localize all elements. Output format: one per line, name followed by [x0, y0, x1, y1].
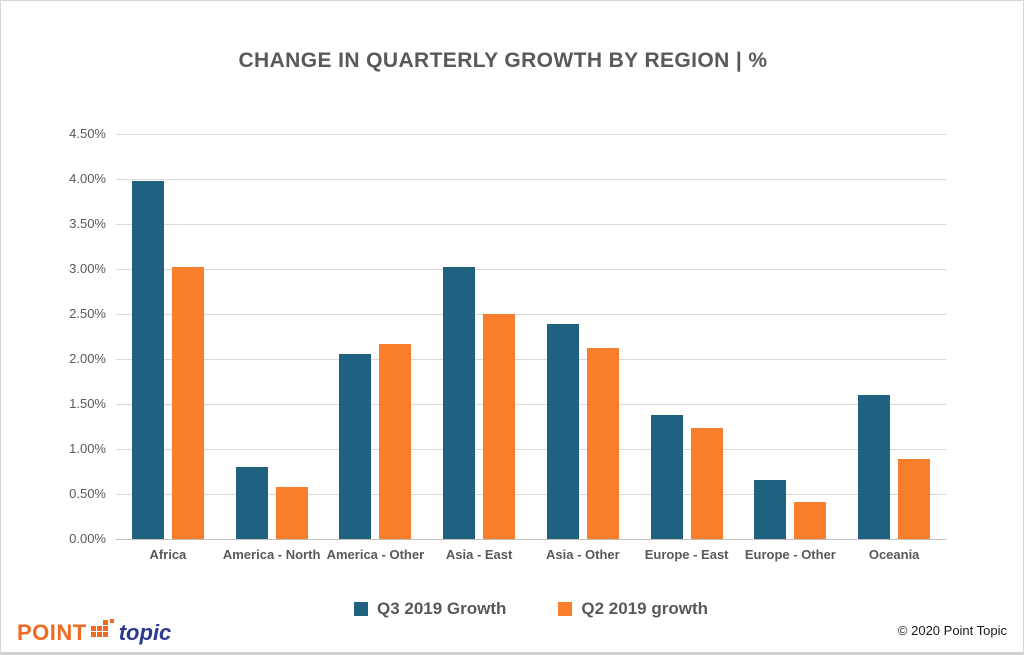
logo-topic-text: topic [118, 620, 172, 645]
y-tick-label: 4.00% [69, 171, 106, 186]
gridline [116, 133, 946, 135]
bar-q2-2019-growth-africa [171, 267, 204, 539]
bar-q3-2019-growth-europe-other [754, 479, 787, 539]
chart-title: CHANGE IN QUARTERLY GROWTH BY REGION | % [238, 49, 768, 72]
y-tick-label: 3.00% [69, 261, 106, 276]
y-tick-label: 1.50% [69, 396, 106, 411]
copyright-text: © 2020 Point Topic [897, 623, 1007, 638]
bar-q3-2019-growth-asia-east [443, 267, 476, 539]
y-tick-label: 2.50% [69, 306, 106, 321]
x-axis-label-africa: Africa [149, 547, 187, 562]
bar-q3-2019-growth-america-other [339, 353, 372, 539]
legend-label-q2: Q2 2019 growth [581, 599, 709, 618]
gridline [116, 268, 946, 270]
gridline [116, 448, 946, 450]
x-axis-label-oceania: Oceania [868, 547, 920, 562]
legend: Q3 2019 Growth Q2 2019 growth [116, 599, 946, 619]
y-tick-label: 4.50% [69, 126, 106, 141]
legend-item-q3-2019-growth: Q3 2019 Growth [353, 599, 507, 619]
y-tick-label: 1.00% [69, 441, 106, 456]
y-tick-label: 0.50% [69, 486, 106, 501]
logo-point-text: POINT [17, 620, 87, 645]
x-axis-line [116, 538, 946, 540]
gridline [116, 358, 946, 360]
y-tick-label: 2.00% [69, 351, 106, 366]
legend-item-q2-2019-growth: Q2 2019 growth [558, 599, 708, 619]
bar-q3-2019-growth-oceania [858, 395, 891, 539]
bar-q3-2019-growth-asia-other [546, 323, 579, 539]
bar-q2-2019-growth-europe-other [794, 502, 827, 539]
point-topic-logo: POINT topic [17, 618, 171, 644]
gridline [116, 178, 946, 180]
plot-area: 0.00% 0.50% 1.00% 1.50% 2.00% 2.50% 3.00% 3.50%… [69, 126, 946, 562]
x-axis-label-asia-other: Asia - Other [546, 547, 620, 562]
bar-q2-2019-growth-america-north [275, 486, 308, 539]
bar-q2-2019-growth-asia-east [483, 314, 516, 539]
logo-squares-icon [90, 618, 116, 643]
gridline [116, 403, 946, 405]
x-axis-label-america-north: America - North [222, 547, 321, 562]
bar-q3-2019-growth-europe-east [650, 414, 683, 539]
x-axis-label-europe-east: Europe - East [644, 547, 729, 562]
gridline [116, 313, 946, 315]
legend-label-q3: Q3 2019 Growth [376, 599, 507, 618]
x-axis-label-america-other: America - Other [326, 547, 425, 562]
q2-series-swatch-icon [558, 602, 573, 616]
gridline [116, 493, 946, 495]
x-axis-label-asia-east: Asia - East [445, 547, 513, 562]
bar-q2-2019-growth-asia-other [586, 348, 619, 539]
q3-series-swatch-icon [353, 602, 368, 616]
bar-q3-2019-growth-africa [131, 180, 164, 539]
x-axis-label-europe-other: Europe - Other [744, 547, 836, 562]
bar-q2-2019-growth-oceania [898, 458, 931, 539]
bar-q2-2019-growth-america-other [379, 343, 412, 539]
y-tick-label: 3.50% [69, 216, 106, 231]
bar-q3-2019-growth-america-north [235, 467, 268, 539]
gridline [116, 223, 946, 225]
bar-q2-2019-growth-europe-east [690, 428, 723, 539]
y-tick-label: 0.00% [69, 531, 106, 546]
